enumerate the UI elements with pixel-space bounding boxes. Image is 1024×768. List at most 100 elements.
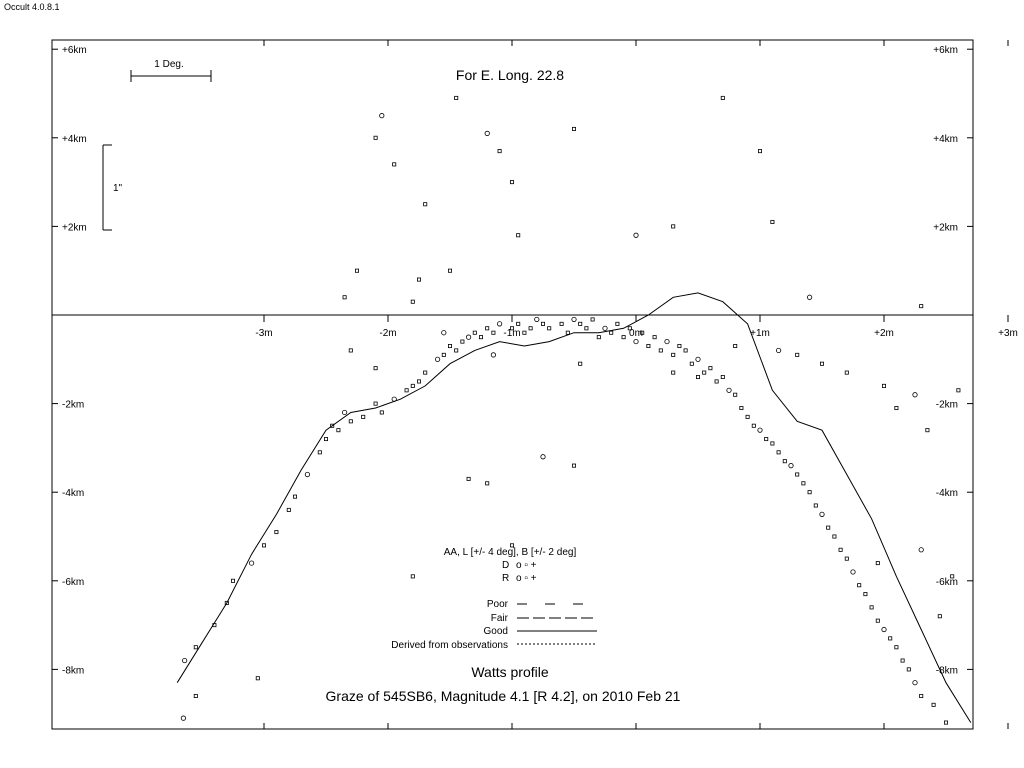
observation-point xyxy=(739,406,744,411)
observation-point xyxy=(416,379,421,384)
observation-point xyxy=(460,339,465,344)
legend-good-label: Good xyxy=(484,626,508,637)
observation-point xyxy=(497,149,502,154)
header-label: For E. Long. 22.8 xyxy=(456,67,564,83)
observation-point xyxy=(292,494,297,499)
observation-point xyxy=(807,490,812,495)
observation-point xyxy=(838,547,843,552)
observation-point xyxy=(572,126,577,131)
observation-point xyxy=(317,450,322,455)
x-tick-label: -1m xyxy=(503,328,520,339)
observation-point xyxy=(323,437,328,442)
observation-point xyxy=(447,268,452,273)
observation-point xyxy=(646,344,651,349)
observation-point xyxy=(770,441,775,446)
observation-point xyxy=(434,356,441,362)
observation-point xyxy=(900,658,905,663)
y-tick-label-left: +6km xyxy=(62,45,87,56)
y-tick-label-left: -8km xyxy=(62,665,84,676)
observation-point xyxy=(341,409,348,416)
x-tick-label: +1m xyxy=(750,328,770,339)
observation-point xyxy=(869,605,874,610)
observation-point xyxy=(894,406,899,411)
observation-point xyxy=(484,130,490,136)
y-tick-label-right: -8km xyxy=(936,665,958,676)
observation-point xyxy=(578,361,583,366)
observation-point xyxy=(912,680,918,686)
observation-point xyxy=(813,503,818,508)
observation-point xyxy=(522,330,527,335)
x-ticks: -3m -2m -1m 0m +1m +2m +3m xyxy=(255,40,1018,729)
observation-point xyxy=(342,295,347,300)
profile-line xyxy=(176,292,972,723)
observation-point xyxy=(447,344,452,349)
legend-row-r-symbols: o ▫ + xyxy=(516,573,537,584)
observation-point xyxy=(423,370,428,375)
chart-subtitle: Watts profile xyxy=(471,664,548,680)
observation-point xyxy=(806,294,813,300)
observation-point xyxy=(373,366,378,371)
observation-point xyxy=(466,476,471,481)
arcsec-scale-bar: 1" xyxy=(102,144,123,231)
y-tick-label-left: -6km xyxy=(62,577,84,588)
observation-point xyxy=(348,419,353,424)
observation-point xyxy=(391,396,397,402)
observation-point xyxy=(454,95,459,100)
observation-point xyxy=(720,95,725,100)
observation-point xyxy=(708,366,713,371)
observation-point xyxy=(274,530,279,535)
observation-point xyxy=(881,626,887,633)
x-tick-label: -2m xyxy=(379,328,396,339)
observation-point xyxy=(894,645,899,650)
observation-point xyxy=(733,392,738,397)
observation-point xyxy=(689,361,694,366)
legend-poor-label: Poor xyxy=(487,599,509,610)
app-title: Occult 4.0.8.1 xyxy=(4,2,60,12)
observation-point xyxy=(782,459,787,464)
chart-title: Graze of 545SB6, Magnitude 4.1 [R 4.2], … xyxy=(326,688,681,704)
observation-point xyxy=(423,202,428,207)
observation-point xyxy=(819,511,825,517)
observation-point xyxy=(937,614,942,619)
observation-point xyxy=(485,326,490,331)
observation-point xyxy=(826,525,831,530)
observation-point xyxy=(224,600,229,605)
observation-point xyxy=(919,693,924,698)
observation-point xyxy=(726,387,732,393)
observation-point xyxy=(788,463,794,469)
observation-point xyxy=(516,321,521,326)
observation-point xyxy=(193,645,198,650)
y-tick-label-right: +4km xyxy=(933,134,958,145)
observation-point xyxy=(652,335,657,340)
x-tick-label: -3m xyxy=(255,328,272,339)
observation-point xyxy=(404,388,409,393)
observation-point xyxy=(255,676,260,681)
observation-point xyxy=(193,693,198,698)
observation-point xyxy=(627,326,632,331)
observation-point xyxy=(931,702,936,707)
y-tick-label-right: -6km xyxy=(936,577,958,588)
observation-point xyxy=(863,592,868,597)
y-tick-label-left: -4km xyxy=(62,488,84,499)
observation-point xyxy=(850,569,856,575)
observation-point xyxy=(410,299,415,304)
observation-point xyxy=(956,388,961,393)
observation-point xyxy=(496,321,503,327)
observation-point xyxy=(906,667,911,672)
observation-point xyxy=(671,224,676,229)
degree-scale-label: 1 Deg. xyxy=(154,59,183,70)
y-tick-label-right: -4km xyxy=(936,488,958,499)
y-ticks-left: +6km +4km +2km -2km -4km -6km -8km xyxy=(52,45,87,676)
observation-point xyxy=(547,326,552,331)
y-tick-label-left: -2km xyxy=(62,400,84,411)
plot-frame xyxy=(51,39,974,730)
legend-heading: AA, L [+/- 4 deg], B [+/- 2 deg] xyxy=(444,547,577,558)
observation-point xyxy=(621,335,626,340)
y-tick-label-left: +2km xyxy=(62,222,87,233)
observation-point xyxy=(801,481,806,486)
observation-point xyxy=(509,326,514,331)
observation-point xyxy=(770,219,775,224)
observation-point xyxy=(516,233,521,238)
x-tick-label: 0m xyxy=(629,328,643,339)
